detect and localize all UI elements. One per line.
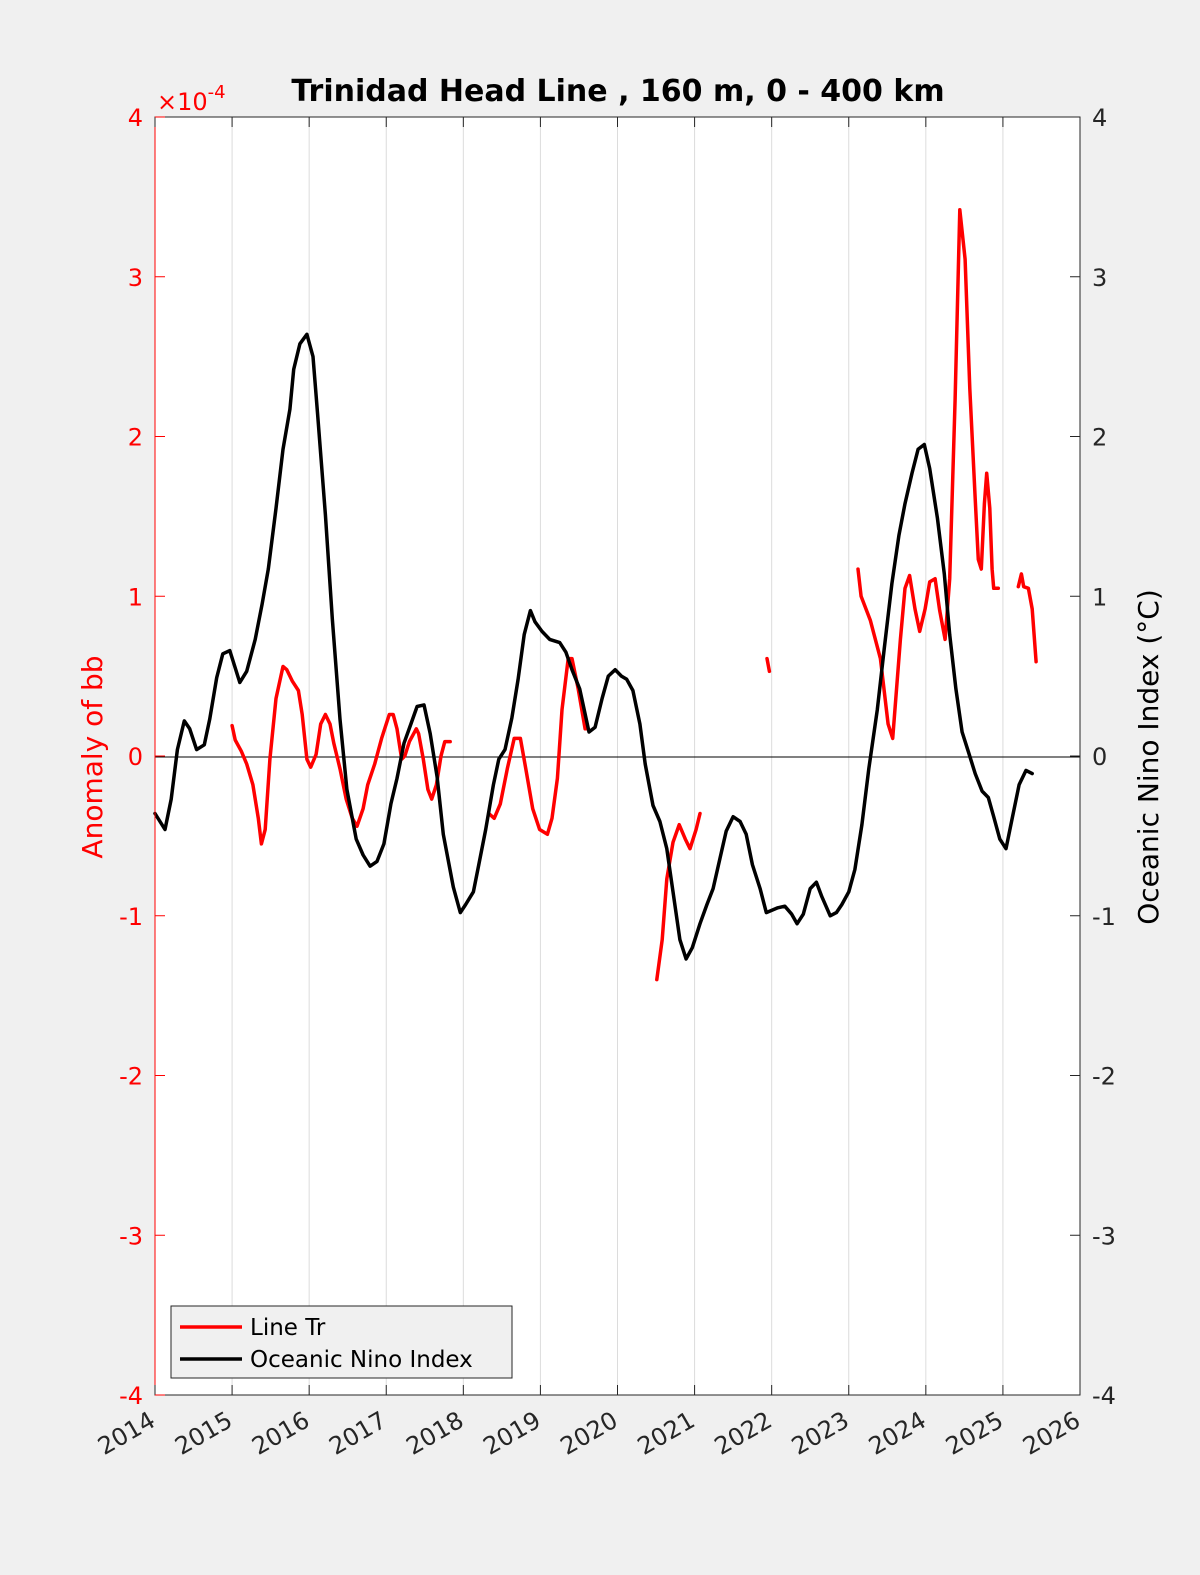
left-axis-label: Anomaly of bb [76,655,109,858]
left-y-tick-label: 2 [128,424,143,452]
right-y-tick-label: -2 [1092,1063,1116,1091]
right-y-tick-label: 0 [1092,743,1107,771]
chart-title: Trinidad Head Line , 160 m, 0 - 400 km [291,74,944,109]
right-y-tick-label: 1 [1092,583,1107,611]
legend-label-oni: Oceanic Nino Index [250,1347,473,1373]
x-tick-label: 2015 [170,1406,237,1461]
oni-series-line [153,332,1034,961]
line-tr-series-line [856,207,1001,741]
legend-label-line-tr: Line Tr [250,1315,326,1341]
x-tick-label: 2017 [324,1406,391,1461]
grid-lines [231,117,1004,1395]
exponent-power: -4 [208,82,226,103]
x-tick-label: 2021 [633,1406,700,1461]
right-y-tick-label: 2 [1092,424,1107,452]
x-tick-label: 2020 [556,1406,623,1461]
left-y-tick-label: 4 [128,104,143,132]
right-y-tick-label: 3 [1092,264,1107,292]
x-tick-label: 2019 [479,1406,546,1461]
line-tr-series-line [487,656,589,837]
x-tick-label: 2025 [941,1406,1008,1461]
series-group [153,207,1038,982]
left-y-tick-label: -2 [119,1063,143,1091]
right-y-tick-label: -3 [1092,1222,1116,1250]
legend-box [170,1305,513,1379]
x-tick-label: 2018 [401,1406,468,1461]
right-y-tick-label: -4 [1092,1382,1116,1410]
line-tr-series-line [1016,572,1038,664]
right-axis-label: Oceanic Nino Index (°C) [1132,589,1165,925]
x-tick-label: 2024 [864,1406,931,1461]
line-tr-series-line [655,811,702,982]
legend: Line Tr Oceanic Nino Index [170,1305,513,1379]
x-tick-label: 2014 [93,1406,160,1461]
x-tick-label: 2022 [710,1406,777,1461]
exponent-base: ×10 [157,88,208,116]
x-tick-label: 2026 [1018,1406,1085,1461]
left-y-tick-label: 0 [128,743,143,771]
left-axis-exponent: ×10-4 [157,82,226,116]
right-y-tick-label: 4 [1092,104,1107,132]
left-y-tick-label: -4 [119,1382,143,1410]
line-tr-series-line [765,656,772,674]
line-tr-series-line [230,664,452,846]
left-y-tick-label: -1 [119,903,143,931]
x-tick-label: 2016 [247,1406,314,1461]
left-y-tick-label: 1 [128,583,143,611]
x-tick-label: 2023 [787,1406,854,1461]
left-y-tick-label: 3 [128,264,143,292]
right-y-tick-label: -1 [1092,903,1116,931]
left-y-tick-label: -3 [119,1222,143,1250]
